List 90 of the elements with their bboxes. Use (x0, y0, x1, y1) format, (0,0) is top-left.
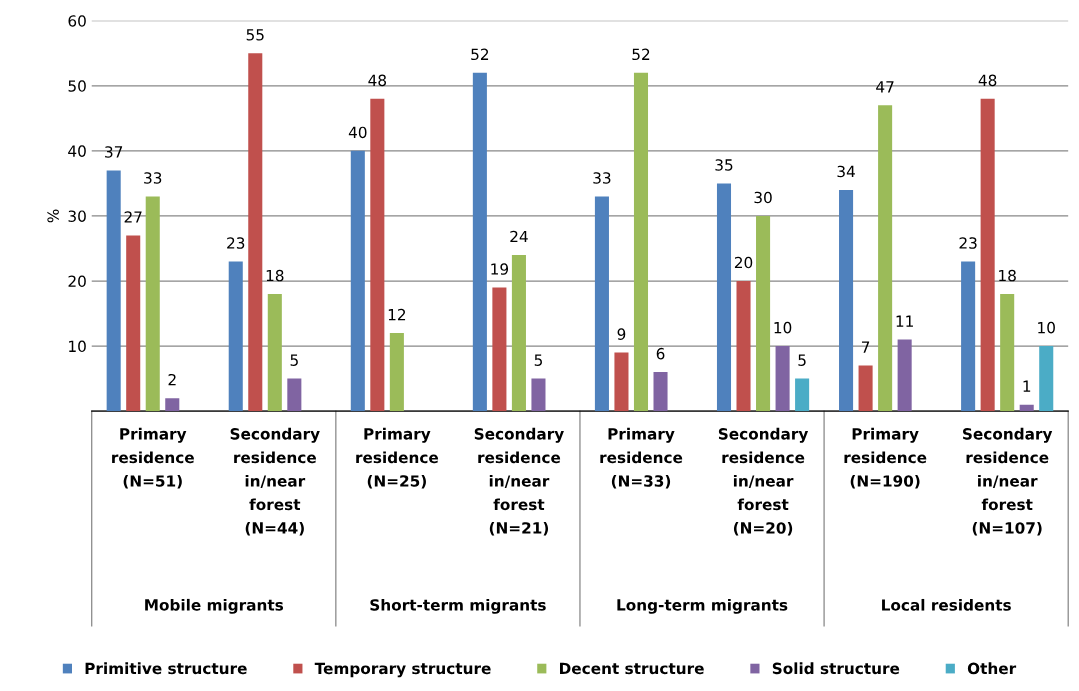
bar (775, 346, 790, 412)
bar (633, 72, 649, 412)
data-label: 2 (168, 373, 176, 386)
data-label: 47 (876, 81, 894, 93)
y-tick-label: 30 (68, 210, 86, 222)
y-axis-title: % (47, 209, 59, 223)
data-label: 24 (510, 230, 528, 243)
bar (389, 333, 404, 412)
data-label: 1 (1023, 380, 1031, 392)
bar (716, 183, 732, 412)
data-label: 23 (227, 237, 245, 249)
bar (878, 105, 893, 412)
data-label: 18 (999, 269, 1016, 282)
x-tick-label: Secondary residence in/near forest (N=107) (963, 427, 1053, 536)
x-tick-label: Primary residence (N=51) (112, 427, 194, 489)
data-label: 20 (734, 256, 753, 269)
data-label: 11 (896, 315, 913, 327)
data-label: 10 (774, 321, 792, 334)
bar (653, 372, 668, 412)
bar (594, 196, 609, 412)
y-tick-label: 50 (68, 80, 86, 92)
bar (1019, 404, 1034, 412)
bar (165, 398, 180, 412)
bar (980, 98, 995, 412)
data-label: 6 (656, 347, 665, 360)
data-label: 40 (348, 126, 367, 139)
x-tick-label: Secondary residence in/near forest (N=21) (474, 427, 564, 536)
x-tick-label: Secondary residence in/near forest (N=20) (718, 427, 809, 536)
data-label: 9 (617, 328, 626, 340)
data-label: 52 (632, 48, 650, 61)
bar (511, 254, 526, 412)
data-label: 19 (491, 263, 509, 275)
x-tick-label: Secondary residence in/near forest (N=44) (230, 427, 320, 536)
bar (736, 281, 751, 412)
data-label: 7 (861, 341, 870, 353)
y-tick-label: 60 (68, 15, 86, 27)
legend-label: Solid structure (772, 662, 900, 675)
y-tick-label: 10 (69, 340, 86, 353)
bar (614, 352, 629, 412)
data-label: 12 (388, 308, 406, 321)
text: Local residents (882, 598, 1011, 611)
bar (961, 261, 976, 412)
data-label: 18 (266, 269, 284, 282)
data-label: 23 (959, 237, 977, 249)
bar (350, 150, 365, 412)
data-label: 48 (978, 74, 997, 87)
bar (106, 170, 121, 412)
text: Long-term migrants (617, 598, 788, 614)
data-label: 5 (290, 354, 298, 366)
bar (228, 261, 243, 412)
data-label: 55 (246, 29, 264, 41)
bar (795, 378, 810, 412)
bar (897, 339, 912, 412)
legend-label: Temporary structure (314, 662, 491, 678)
bar (472, 72, 487, 412)
bar (248, 53, 263, 412)
y-tick-label: 20 (68, 275, 86, 288)
bar (267, 294, 282, 412)
data-label: 52 (471, 48, 489, 61)
x-tick-label: Primary residence (N=33) (600, 427, 683, 489)
text: Mobile migrants (145, 598, 284, 614)
data-label: 27 (124, 211, 142, 223)
data-label: 48 (368, 74, 387, 87)
bar (1039, 346, 1054, 412)
data-label: 5 (798, 354, 806, 366)
bar (1000, 294, 1015, 412)
data-label: 33 (593, 172, 611, 184)
data-label: 37 (105, 146, 123, 158)
bar (858, 365, 873, 412)
bar (287, 378, 302, 412)
y-tick-label: 40 (68, 145, 86, 157)
data-label: 35 (715, 159, 733, 171)
bar (531, 378, 546, 412)
bar (756, 215, 771, 412)
legend-label: Decent structure (560, 662, 704, 675)
bar (145, 196, 160, 412)
bar (126, 235, 141, 412)
legend-label: Primitive structure (85, 662, 247, 675)
data-label: 5 (534, 354, 542, 366)
data-label: 33 (144, 172, 162, 184)
data-label: 10 (1038, 321, 1055, 334)
x-tick-label: Primary residence (N=25) (356, 427, 439, 489)
bar (492, 287, 507, 412)
data-label: 30 (754, 191, 772, 204)
data-label: 34 (837, 165, 855, 178)
x-tick-label: Primary residence (N=190) (844, 427, 927, 489)
bar (370, 98, 385, 412)
legend-label: Other (967, 662, 1017, 675)
text: Short-term migrants (370, 598, 546, 614)
bar (839, 189, 854, 412)
